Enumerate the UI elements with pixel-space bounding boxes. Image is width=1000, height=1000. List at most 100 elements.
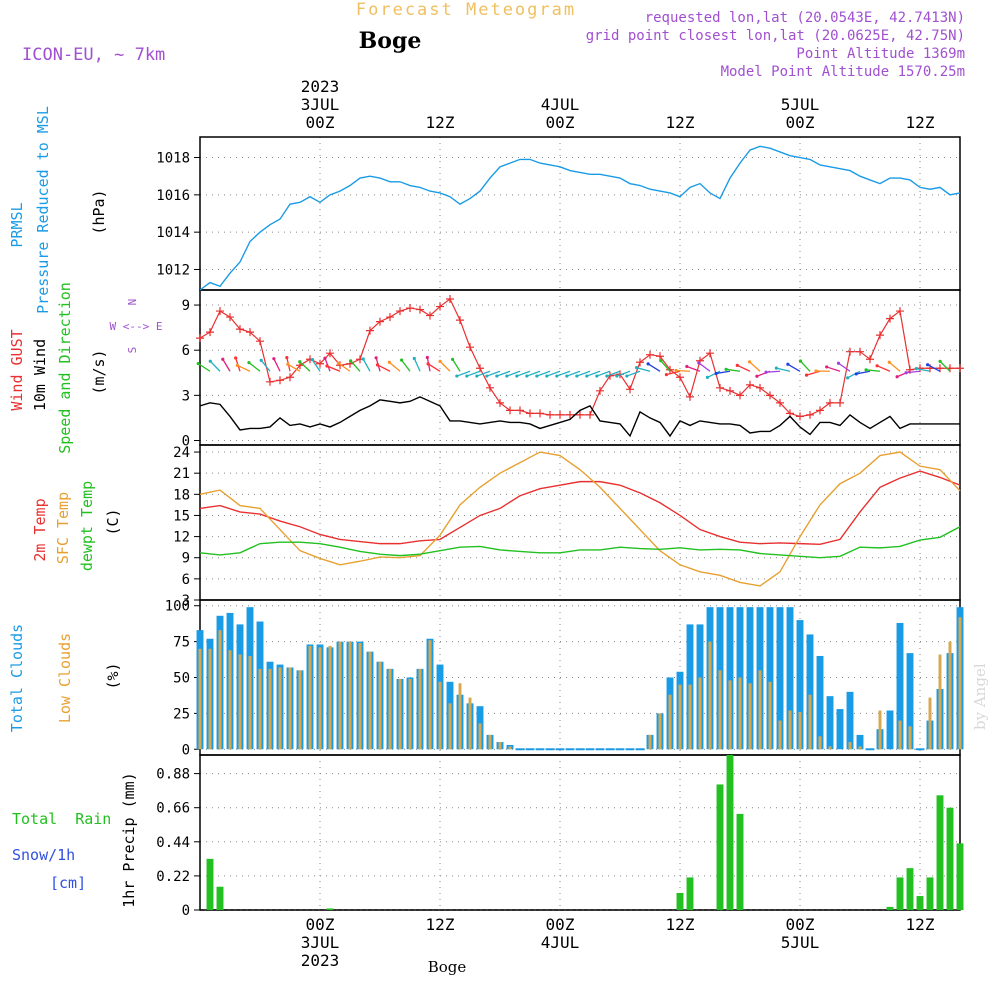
wind-arrow: [666, 370, 681, 376]
rain-bar: [716, 784, 724, 910]
gust-line: [199, 298, 960, 418]
cloud-low-bar: [458, 683, 462, 750]
wind-arrow: [377, 364, 391, 372]
cloud-low-bar: [948, 641, 952, 750]
time-label-top: 12Z: [906, 113, 935, 132]
wind-arrow-head: [605, 374, 609, 378]
panel-frame-rain: [199, 754, 961, 911]
wind-arrow: [506, 370, 521, 377]
time-label-top: 3JUL: [301, 95, 340, 114]
compass-n: N: [126, 299, 139, 306]
gust-point: [816, 406, 824, 415]
cloud-low-bar: [898, 720, 902, 750]
wind-arrow-head: [555, 374, 559, 378]
cloud-low-bar: [668, 694, 672, 750]
compass-ew: W <--> E: [110, 320, 163, 333]
wind-arrow: [326, 365, 341, 372]
cloud-low-bar: [848, 742, 852, 750]
wind-arrow-head: [425, 355, 429, 360]
cloud-low-bar: [498, 742, 502, 750]
time-label-top: 00Z: [546, 113, 575, 132]
compass-s: S: [126, 347, 139, 354]
gust-point: [956, 364, 964, 373]
cloud-low-bar: [408, 678, 412, 750]
cloud-low-bar: [218, 630, 222, 750]
wind-arrow-head: [585, 374, 589, 378]
time-label-top: 00Z: [786, 113, 815, 132]
cloud-total-bar: [515, 748, 525, 751]
cloud-low-bar: [428, 640, 432, 750]
wind-arrow: [799, 360, 811, 372]
y-tick-label: 0.66: [156, 801, 190, 817]
cloud-low-bar: [348, 641, 352, 750]
gust-point: [246, 328, 254, 337]
rain-bar: [936, 795, 944, 910]
location-title: Boge: [359, 28, 422, 54]
cloud-low-bar: [448, 703, 452, 750]
wind-arrow-head: [904, 371, 908, 375]
gust-point: [886, 314, 894, 323]
wind-arrow: [606, 370, 621, 377]
wind-arrow: [698, 362, 711, 372]
cloud-low-bar: [788, 710, 792, 750]
wind-arrow: [311, 359, 321, 372]
footer-location: Boge: [428, 958, 467, 976]
rain-bar: [326, 908, 334, 910]
cloud-low-bar: [758, 670, 762, 750]
cloud-total-bar: [776, 607, 784, 750]
wind-arrow-head: [926, 363, 930, 367]
wind-arrow-head: [804, 373, 809, 377]
wind-arrow: [237, 364, 251, 372]
y-tick-label: 9: [182, 551, 190, 567]
chart-title: Forecast Meteogram: [356, 0, 576, 20]
wind-arrow: [616, 370, 631, 377]
wind-arrow-head: [375, 363, 380, 367]
wind-arrow: [776, 367, 791, 372]
wind-arrow: [388, 361, 401, 372]
wind-arrow: [197, 363, 211, 372]
cloud-low-bar: [878, 710, 882, 750]
cloud-total-bar: [555, 748, 565, 751]
gust-point: [586, 410, 594, 419]
cloud-low-bar: [228, 650, 232, 750]
wind-arrow: [273, 358, 281, 372]
y-tick-label: 0.22: [156, 869, 190, 885]
wind-arrow: [916, 367, 931, 372]
total-clouds-label: Total Clouds: [8, 624, 26, 732]
cloud-total-bar: [565, 748, 575, 751]
time-label-bottom: 4JUL: [541, 933, 580, 952]
wind-arrow-head: [525, 374, 529, 378]
gust-point: [236, 325, 244, 334]
gust-point: [656, 352, 664, 361]
wind-arrow: [439, 360, 451, 372]
wind-arrow-head: [361, 357, 365, 361]
wind-arrow: [287, 363, 301, 372]
cloud-low-bar: [908, 726, 912, 750]
cloud-total-bar: [535, 748, 545, 751]
gust-point: [326, 349, 334, 358]
cloud-low-bar: [648, 734, 652, 750]
wind-arrow-head: [938, 359, 942, 363]
requested-coords: requested lon,lat (20.0543E, 42.7413N): [645, 10, 965, 26]
wind-arrow-head: [875, 364, 879, 368]
wind-arrow: [660, 360, 671, 372]
wind-arrow: [401, 359, 411, 372]
gust-point: [386, 313, 394, 322]
point-altitude: Point Altitude 1369m: [796, 46, 965, 62]
wind-arrow: [647, 363, 661, 372]
rain-bar: [956, 843, 964, 910]
cloud-low-bar: [378, 661, 382, 750]
gust-label: Wind GUST: [8, 329, 26, 410]
cloud-total-bar: [836, 709, 844, 750]
cloud-low-bar: [698, 677, 702, 750]
wind-arrow-head: [412, 356, 416, 361]
watermark: by Angel: [971, 663, 989, 730]
wind-arrow: [626, 370, 641, 377]
cloud-low-bar: [958, 617, 962, 750]
cloud-low-bar: [798, 711, 802, 750]
gust-point: [516, 406, 524, 415]
gust-point: [526, 409, 534, 418]
cloud-low-bar: [478, 723, 482, 750]
gust-point: [896, 307, 904, 316]
gust-point: [366, 326, 374, 335]
